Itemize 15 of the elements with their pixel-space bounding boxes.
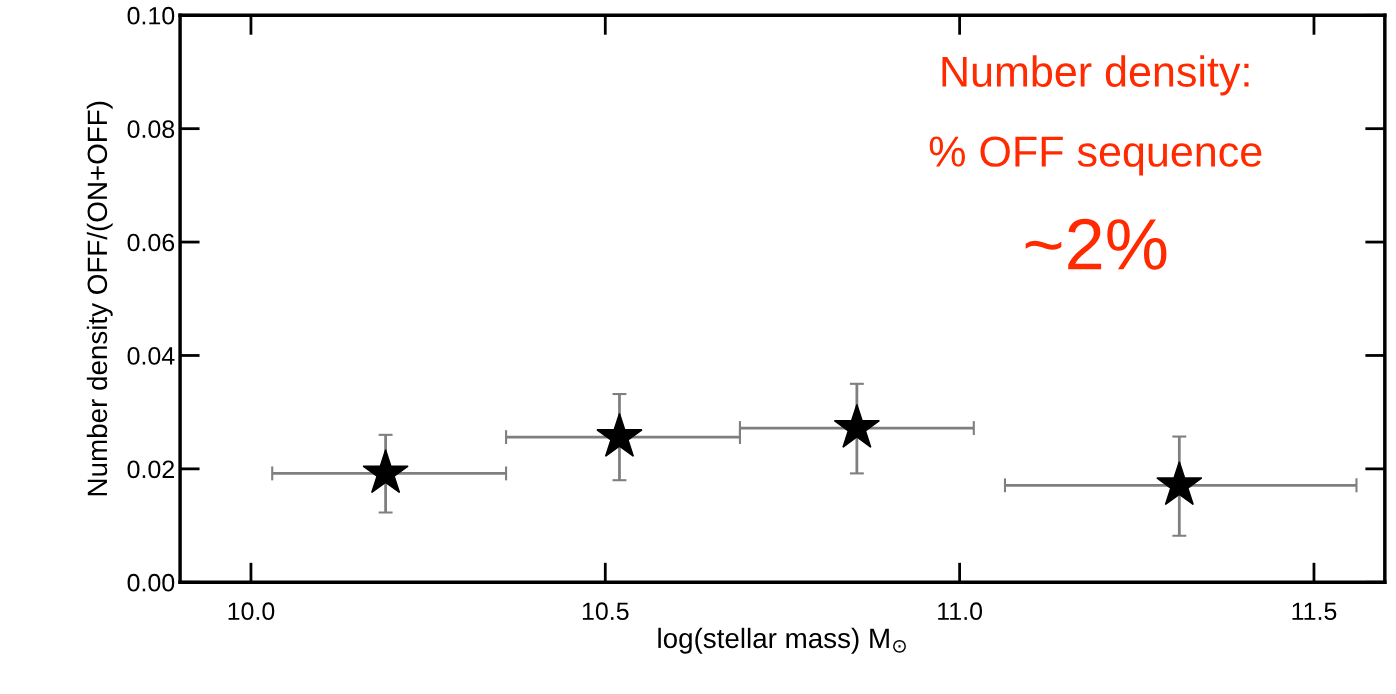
x-tick-label: 10.0 [228,602,275,621]
y-tick-label: 0.06 [127,233,175,252]
annotation: ~2% [1025,218,1167,270]
annotation: Number density: [942,55,1249,96]
x-tick-label: 11.5 [1292,602,1337,621]
y-tick-label: 0.02 [127,460,174,479]
annotation: % OFF sequence [929,136,1262,176]
y-tick-label: 0.10 [127,6,175,25]
y-tick-label: 0.08 [127,120,175,138]
x-axis-title: log(stellar mass) M$_{⊙}$ [658,627,906,654]
y-axis-title: Number density OFF/(ON+OFF) [86,101,113,496]
y-tick-label: 0.00 [127,573,175,592]
y-tick-label: 0.04 [127,347,175,365]
x-tick-label: 10.5 [582,602,629,621]
x-tick-label: 11.0 [938,602,983,621]
